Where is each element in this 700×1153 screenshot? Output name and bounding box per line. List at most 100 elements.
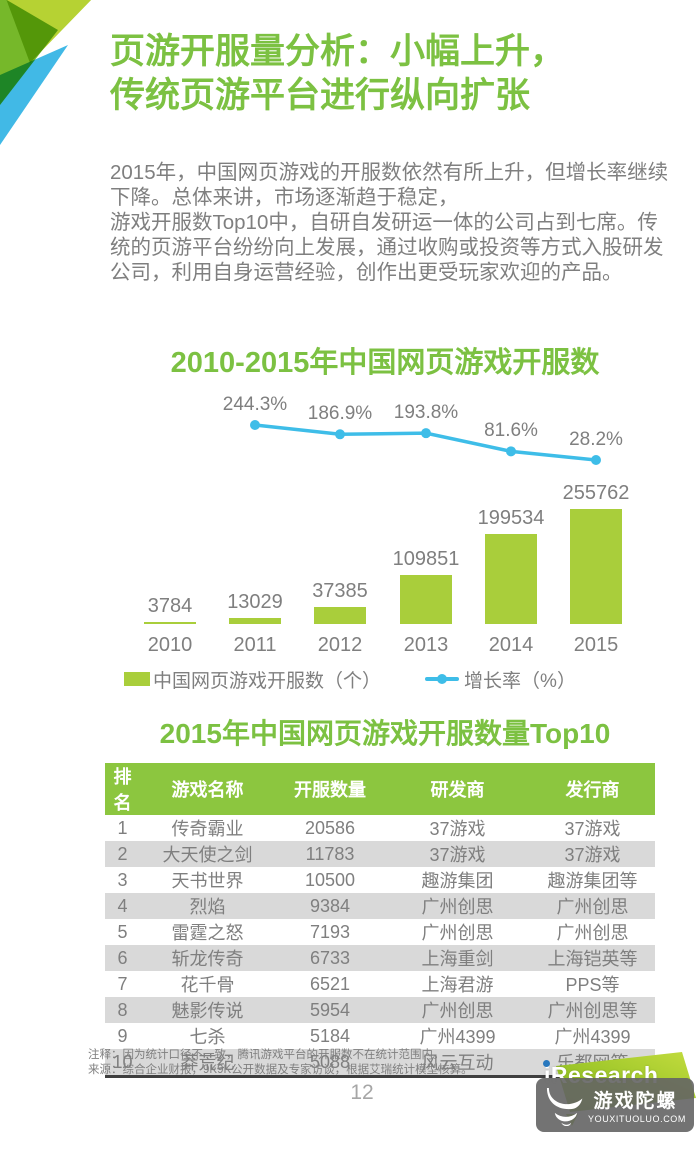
growth-rate-label: 244.3%	[222, 394, 288, 415]
table-cell: 大天使之剑	[140, 841, 275, 867]
table-cell: 37游戏	[530, 815, 655, 841]
page-title-line2: 传统页游平台进行纵向扩张	[110, 76, 531, 115]
table-row: 1 传奇霸业 20586 37游戏 37游戏	[105, 815, 655, 841]
youxituoluo-watermark: 游戏陀螺 YOUXITUOLUO.COM	[536, 1078, 694, 1132]
blue-triangle	[0, 45, 68, 145]
table-column-header: 排名	[105, 763, 140, 815]
x-axis-label: 2012	[317, 634, 363, 656]
table-cell: 9	[105, 1023, 140, 1049]
yellowgreen-triangle	[6, 0, 92, 63]
page-number: 12	[350, 1081, 374, 1104]
table-row: 7 花千骨 6521 上海君游 PPS等	[105, 971, 655, 997]
growth-rate-label: 193.8%	[393, 402, 459, 424]
table-cell: 6521	[275, 971, 385, 997]
line-data-point	[250, 420, 260, 430]
table-cell: 广州创思	[385, 919, 530, 945]
bar-series-swatch-icon	[124, 672, 151, 686]
bar-2010	[144, 622, 196, 624]
table-cell: 11783	[275, 841, 385, 867]
table-column-header: 发行商	[530, 763, 655, 815]
legend-item-line: 增长率（%）	[425, 666, 576, 693]
table-cell: 2	[105, 841, 140, 867]
bar-value-label: 199534	[477, 507, 545, 529]
legend-bars-label: 中国网页游戏开服数（个）	[153, 670, 382, 692]
line-data-point	[335, 429, 345, 440]
table-cell: 花千骨	[140, 971, 275, 997]
watermark-url: YOUXITUOLUO.COM	[587, 1114, 686, 1124]
table-row: 6 斩龙传奇 6733 上海重剑 上海铠英等	[105, 945, 655, 971]
legend-line-label: 增长率（%）	[464, 670, 576, 692]
bar-value-label: 255762	[562, 482, 630, 504]
bar-value-label: 109851	[392, 548, 460, 570]
footnote-source: 来源：综合企业财报，9K9K公开数据及专家访谈，根据艾瑞统计模型核算。	[88, 1064, 473, 1076]
top10-table: 排名 游戏名称 开服数量 研发商 发行商 1 传奇霸业 20586 37游戏 37游戏 2 大天使之…	[105, 763, 655, 1078]
table-cell: 趣游集团等	[530, 867, 655, 893]
table-cell: 莽荒纪	[140, 1049, 275, 1077]
x-axis-label: 2015	[573, 634, 619, 656]
table-column-header: 研发商	[385, 763, 530, 815]
table-cell: 广州创思	[530, 893, 655, 919]
table-row: 8 魅影传说 5954 广州创思 广州创思等	[105, 997, 655, 1023]
footnote-note: 注释：因为统计口径不一致，腾讯游戏平台的开服数不在统计范围内。	[88, 1049, 445, 1061]
table-row: 9 七杀 5184 广州4399 广州4399	[105, 1023, 655, 1049]
growth-rate-label: 28.2%	[569, 428, 623, 450]
openings-combo-chart: 3784 2010 13029 2011 37385 2012 109851 2013 1995…	[0, 390, 700, 706]
table-cell: 10500	[275, 867, 385, 893]
page-title: 页游开服量分析：小幅上升， 传统页游平台进行纵向扩张	[110, 30, 565, 118]
table-cell: 魅影传说	[140, 997, 275, 1023]
x-axis-label: 2013	[403, 634, 449, 656]
table-column-header: 开服数量	[275, 763, 385, 815]
growth-rate-line	[250, 420, 601, 465]
watermark-title: 游戏陀螺	[593, 1091, 678, 1112]
table-cell: 4	[105, 893, 140, 919]
table-cell: 3	[105, 867, 140, 893]
x-axis-label: 2014	[488, 634, 534, 656]
tuoluo-spiral-icon	[546, 1087, 583, 1126]
footnote: 注释：因为统计口径不一致，腾讯游戏平台的开服数不在统计范围内。 来源：综合企业财…	[88, 1048, 558, 1078]
table-cell: 9384	[275, 893, 385, 919]
watermark-text: 游戏陀螺 YOUXITUOLUO.COM	[585, 1086, 686, 1124]
table-cell: 斩龙传奇	[140, 945, 275, 971]
table-row: 3 天书世界 10500 趣游集团 趣游集团等	[105, 867, 655, 893]
table-cell: 6	[105, 945, 140, 971]
page-title-line1: 页游开服量分析：小幅上升，	[110, 32, 566, 71]
legend-item-bars: 中国网页游戏开服数（个）	[124, 666, 381, 693]
table-header-row: 排名 游戏名称 开服数量 研发商 发行商	[105, 763, 655, 815]
table-title: 2015年中国网页游戏开服数量Top10	[159, 718, 611, 749]
table-cell: 风云互动	[385, 1049, 530, 1077]
table-cell: 37游戏	[385, 841, 530, 867]
growth-rate-label: 186.9%	[307, 403, 373, 425]
table-cell: 37游戏	[530, 841, 655, 867]
table-cell: 广州创思	[385, 997, 530, 1023]
table-cell: 5184	[275, 1023, 385, 1049]
table-cell: 广州创思	[530, 919, 655, 945]
table-cell: 10	[105, 1049, 140, 1077]
table-cell: 上海君游	[385, 971, 530, 997]
bar-value-label: 13029	[227, 591, 283, 613]
table-cell: 趣游集团	[385, 867, 530, 893]
table-cell: 广州创思等	[530, 997, 655, 1023]
table-cell: 7	[105, 971, 140, 997]
bar-2013	[400, 575, 452, 624]
table-cell: 七杀	[140, 1023, 275, 1049]
bar-value-label: 3784	[147, 595, 193, 617]
table-cell: 广州创思	[385, 893, 530, 919]
bar-2012	[314, 607, 366, 624]
iresearch-i-dot-icon	[543, 1060, 550, 1067]
table-cell: 8	[105, 997, 140, 1023]
body-paragraph: 2015年，中国网页游戏的开服数依然有所上升，但增长率继续下降。总体来讲，市场逐…	[110, 160, 670, 285]
table-cell: 1	[105, 815, 140, 841]
corner-decoration	[0, 0, 92, 145]
chart-title: 2010-2015年中国网页游戏开服数	[170, 347, 600, 379]
table-cell: 雷霆之怒	[140, 919, 275, 945]
table-cell: 上海铠英等	[530, 945, 655, 971]
table-cell: 天书世界	[140, 867, 275, 893]
bar-2014	[485, 534, 537, 624]
table-row: 4 烈焰 9384 广州创思 广州创思	[105, 893, 655, 919]
table-column-header: 游戏名称	[140, 763, 275, 815]
line-data-point	[591, 454, 601, 465]
top10-table-body: 1 传奇霸业 20586 37游戏 37游戏 2 大天使之剑 11783 37游戏 37游戏 3 天书…	[105, 815, 655, 1077]
table-cell: 5954	[275, 997, 385, 1023]
table-cell: 37游戏	[385, 815, 530, 841]
